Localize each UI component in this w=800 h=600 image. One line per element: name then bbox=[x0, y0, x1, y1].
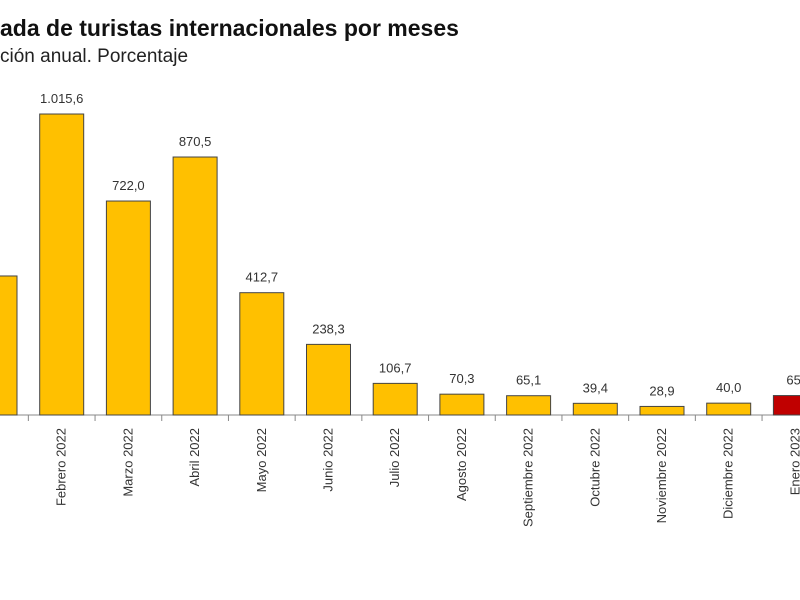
bar bbox=[639, 405, 685, 416]
value-label: 65, bbox=[786, 373, 800, 388]
x-tick-label: Septiembre 2022 bbox=[521, 428, 536, 527]
value-label: 1.015,6 bbox=[40, 91, 83, 106]
x-tick-label: Diciembre 2022 bbox=[721, 428, 736, 519]
bar bbox=[439, 393, 485, 416]
bar bbox=[172, 156, 218, 416]
bar bbox=[0, 275, 18, 416]
value-label: 65,1 bbox=[516, 373, 541, 388]
bar bbox=[105, 200, 151, 416]
value-label: 106,7 bbox=[379, 360, 412, 375]
bar bbox=[39, 113, 85, 416]
x-tick-label: Mayo 2022 bbox=[254, 428, 269, 492]
bar bbox=[506, 395, 552, 416]
value-label: 40,0 bbox=[716, 380, 741, 395]
value-label: 39,4 bbox=[583, 380, 608, 395]
value-label: 28,9 bbox=[649, 383, 674, 398]
chart-subtitle: ción anual. Porcentaje bbox=[0, 46, 188, 67]
value-label: 238,3 bbox=[312, 321, 345, 336]
value-label: 722,0 bbox=[112, 178, 145, 193]
x-tick-label: Enero 2023 bbox=[787, 428, 800, 495]
x-tick-label: Agosto 2022 bbox=[454, 428, 469, 501]
x-tick-label: Febrero 2022 bbox=[54, 428, 69, 506]
x-tick-label: Julio 2022 bbox=[387, 428, 402, 487]
bar bbox=[572, 402, 618, 416]
bar bbox=[706, 402, 752, 416]
value-label: 70,3 bbox=[449, 371, 474, 386]
chart-title: ada de turistas internacionales por mese… bbox=[0, 15, 459, 41]
value-label: 412,7 bbox=[246, 270, 279, 285]
bar bbox=[306, 343, 351, 416]
value-label: 870,5 bbox=[179, 134, 212, 149]
x-tick-label: Noviembre 2022 bbox=[654, 428, 669, 523]
x-tick-label: Abril 2022 bbox=[187, 428, 202, 487]
bar bbox=[372, 382, 418, 416]
x-tick-label: Marzo 2022 bbox=[120, 428, 135, 497]
bar bbox=[239, 292, 285, 416]
x-tick-label: Junio 2022 bbox=[321, 428, 336, 492]
x-tick-label: Octubre 2022 bbox=[587, 428, 602, 507]
bar bbox=[772, 395, 800, 416]
